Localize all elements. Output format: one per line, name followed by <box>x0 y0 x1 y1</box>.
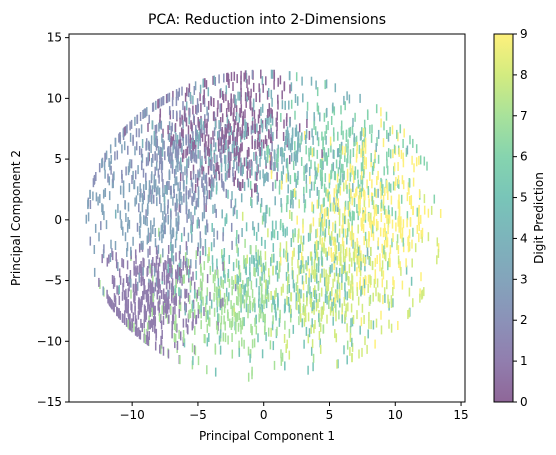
colorbar-tick-label: 2 <box>520 313 528 327</box>
x-axis-ticks: −10 −5 0 5 10 15 <box>119 402 469 422</box>
y-tick-label: 0 <box>54 213 62 227</box>
colorbar-tick-label: 6 <box>520 150 528 164</box>
colorbar-tick-label: 3 <box>520 272 528 286</box>
colorbar-tick-label: 9 <box>520 27 528 41</box>
colorbar-label: Digit Prediction <box>532 172 546 264</box>
colorbar-frame <box>493 33 514 403</box>
y-tick-label: 15 <box>47 31 62 45</box>
y-tick-label: −10 <box>37 334 62 348</box>
y-axis-ticks: −15 −10 −5 0 5 10 15 <box>37 31 69 409</box>
colorbar-tick-label: 7 <box>520 109 528 123</box>
y-tick-label: 5 <box>54 152 62 166</box>
chart-title: PCA: Reduction into 2-Dimensions <box>148 12 386 28</box>
x-tick-label: 10 <box>388 408 403 422</box>
colorbar-tick-label: 5 <box>520 191 528 205</box>
y-tick-label: 10 <box>47 91 62 105</box>
x-tick-label: −5 <box>189 408 207 422</box>
colorbar-tick-label: 8 <box>520 68 528 82</box>
colorbar-tick-label: 4 <box>520 231 528 245</box>
scatter-points <box>85 69 442 382</box>
y-tick-label: −5 <box>44 274 62 288</box>
y-axis-label: Principal Component 2 <box>9 150 23 286</box>
x-axis-label: Principal Component 1 <box>199 429 335 443</box>
colorbar <box>494 34 513 402</box>
colorbar-tick-label: 0 <box>520 395 528 409</box>
x-tick-label: 15 <box>453 408 468 422</box>
x-tick-label: −10 <box>119 408 144 422</box>
colorbar-tick-label: 1 <box>520 354 528 368</box>
plot-frame <box>68 33 466 403</box>
colorbar-ticks: 0 1 2 3 4 5 6 7 8 9 <box>513 27 528 409</box>
x-tick-label: 0 <box>260 408 268 422</box>
y-tick-label: −15 <box>37 395 62 409</box>
x-tick-label: 5 <box>326 408 334 422</box>
